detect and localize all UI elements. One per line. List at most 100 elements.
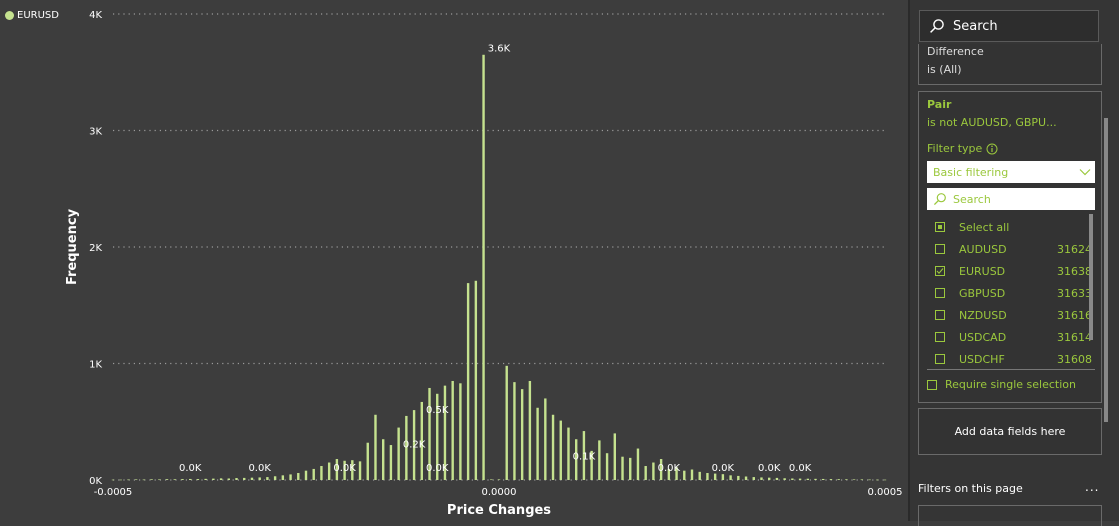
histogram-bar — [158, 479, 161, 481]
pair-filter-value: is not AUDUSD, GBPU... — [927, 116, 1057, 129]
histogram-bar — [351, 460, 354, 480]
require-single-option[interactable]: Require single selection — [927, 378, 1076, 391]
histogram-bar — [760, 477, 763, 480]
option-count: 31616 — [1057, 308, 1092, 322]
filter-type-value: Basic filtering — [933, 165, 1009, 179]
histogram-bar — [428, 387, 431, 480]
histogram-bar — [737, 475, 740, 480]
pair-value-list[interactable]: Select all AUDUSD 31624 EURUSD 31638 GBPUSD 31… — [927, 216, 1097, 364]
histogram-bar — [482, 54, 485, 481]
info-icon[interactable] — [986, 143, 998, 155]
require-single-checkbox[interactable] — [927, 379, 937, 390]
histogram-bar — [806, 478, 809, 480]
chevron-down-icon — [1079, 169, 1091, 176]
histogram-bar — [412, 410, 416, 480]
histogram-bar — [659, 459, 663, 480]
histogram-bar — [829, 479, 833, 480]
option-checkbox[interactable] — [935, 244, 945, 254]
histogram-bar — [273, 476, 277, 480]
histogram-bar — [706, 473, 709, 480]
histogram-bar — [312, 468, 315, 480]
histogram-bar — [320, 466, 323, 480]
difference-filter-value: is (All) — [927, 63, 962, 76]
data-label: 0.2K — [403, 440, 426, 451]
page-filter-card[interactable] — [918, 505, 1102, 526]
histogram-bar — [497, 479, 501, 481]
data-label: 0.0K — [789, 463, 812, 474]
x-tick-label: 0.0000 — [482, 487, 517, 498]
pair-option-audusd[interactable]: AUDUSD 31624 — [927, 238, 1092, 260]
filters-on-page-heading: Filters on this page — [918, 482, 1023, 495]
chart-legend[interactable]: EURUSD — [5, 10, 59, 21]
histogram-bar — [675, 467, 678, 480]
histogram-bar — [783, 478, 786, 480]
option-count: 31624 — [1057, 242, 1092, 256]
pair-option-usdchf[interactable]: USDCHF 31608 — [927, 348, 1092, 364]
histogram-bar — [567, 427, 570, 480]
histogram-bar — [173, 479, 176, 480]
histogram-bar — [876, 479, 879, 481]
add-data-fields-well[interactable]: Add data fields here — [918, 408, 1102, 455]
option-checkbox[interactable] — [935, 354, 945, 364]
histogram-bar — [405, 415, 408, 480]
histogram-bar — [227, 478, 230, 480]
filter-type-dropdown[interactable]: Basic filtering — [927, 161, 1095, 183]
histogram-bar — [536, 407, 539, 480]
histogram-bar — [304, 470, 308, 480]
search-icon — [933, 193, 946, 206]
pair-option-select-all[interactable]: Select all — [927, 216, 1092, 238]
histogram-bar — [544, 398, 547, 480]
option-checkbox[interactable] — [935, 332, 945, 342]
option-checkbox[interactable] — [935, 222, 945, 232]
histogram-bar — [690, 469, 694, 480]
histogram-bar — [250, 477, 254, 480]
histogram-bar — [582, 431, 586, 480]
histogram-chart: 0K 1K 2K 3K 4K -0.0005 0.0000 0.0005 0.0K 0.0K 0.0… — [65, 10, 903, 518]
histogram-bar — [235, 478, 238, 480]
pane-scrollbar[interactable] — [1104, 118, 1108, 422]
histogram-bar — [451, 380, 454, 480]
histogram-bar — [837, 479, 840, 480]
pair-search-placeholder: Search — [953, 192, 991, 206]
data-label: 0.5K — [426, 405, 449, 416]
filters-search-label: Search — [953, 18, 998, 34]
data-label: 0.0K — [712, 463, 735, 474]
histogram-bar — [814, 478, 817, 480]
data-label: 0.0K — [179, 463, 202, 474]
histogram-bar — [598, 440, 601, 480]
histogram-bar — [490, 479, 493, 481]
histogram-bar — [474, 280, 478, 480]
option-checkbox[interactable] — [935, 310, 945, 320]
histogram-bar — [212, 478, 215, 480]
add-data-fields-label: Add data fields here — [954, 425, 1066, 438]
histogram-bar — [219, 478, 223, 480]
pair-option-eurusd[interactable]: EURUSD 31638 — [927, 260, 1092, 282]
histogram-bar — [420, 401, 423, 480]
option-label: Select all — [959, 220, 1010, 234]
pair-search-input[interactable]: Search — [927, 188, 1095, 210]
filters-search-box[interactable]: Search — [919, 10, 1099, 42]
option-checkbox[interactable] — [935, 266, 945, 276]
list-scrollbar[interactable] — [1089, 214, 1093, 340]
histogram-bar — [266, 477, 269, 480]
histogram-bar — [297, 473, 300, 480]
difference-filter-card[interactable]: Difference is (All) — [918, 44, 1102, 85]
pair-option-gbpusd[interactable]: GBPUSD 31633 — [927, 282, 1092, 304]
option-label: GBPUSD — [959, 286, 1006, 300]
more-options-button[interactable]: ... — [1085, 480, 1100, 494]
x-axis-title: Price Changes — [447, 503, 551, 518]
y-tick-label: 2K — [89, 243, 102, 254]
pair-filter-title: Pair — [927, 98, 952, 111]
option-count: 31633 — [1057, 286, 1092, 300]
histogram-bar — [281, 475, 285, 480]
histogram-bar — [520, 389, 524, 480]
option-label: NZDUSD — [959, 308, 1007, 322]
histogram-bar — [713, 473, 717, 480]
pair-option-usdcad[interactable]: USDCAD 31614 — [927, 326, 1092, 348]
pane-divider — [908, 0, 910, 521]
histogram-bar — [204, 478, 207, 480]
histogram-bar — [636, 448, 640, 480]
option-label: AUDUSD — [959, 242, 1007, 256]
pair-option-nzdusd[interactable]: NZDUSD 31616 — [927, 304, 1092, 326]
option-checkbox[interactable] — [935, 288, 945, 298]
